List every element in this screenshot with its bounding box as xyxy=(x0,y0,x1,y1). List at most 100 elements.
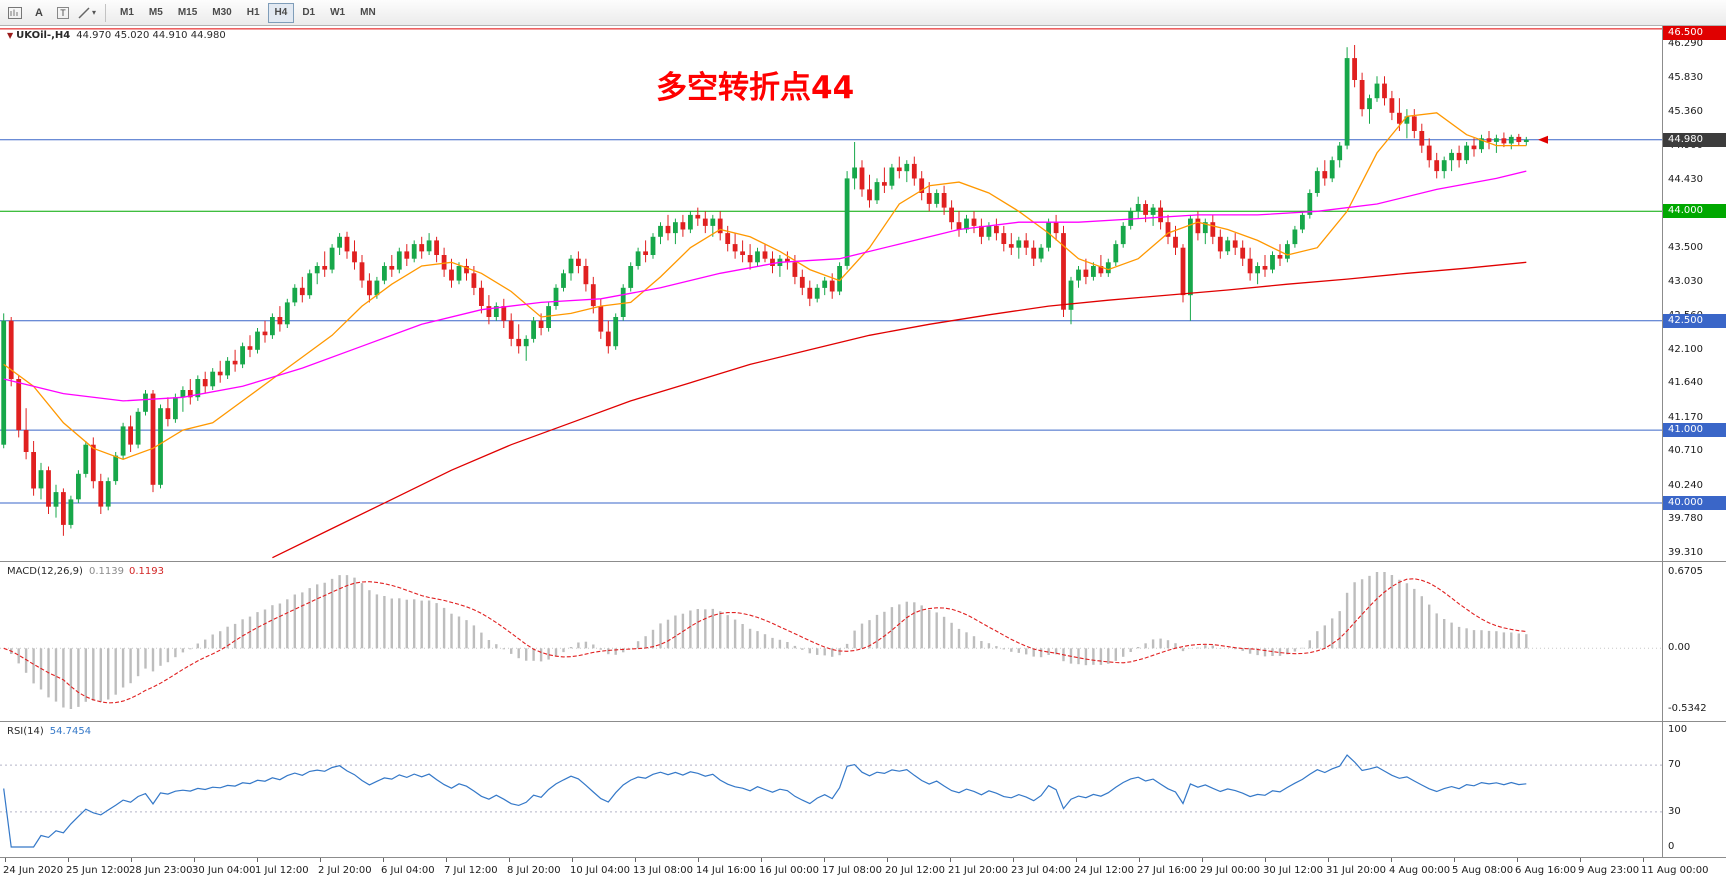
candle xyxy=(1061,225,1066,317)
time-axis-label: 24 Jun 2020 xyxy=(3,865,64,876)
timeframe-h1[interactable]: H1 xyxy=(240,3,267,23)
time-axis[interactable]: 24 Jun 2020 25 Jun 12:00 28 Jun 23:00 30 Ju… xyxy=(0,858,1726,892)
rsi-line xyxy=(3,754,1527,848)
timeframe-m15[interactable]: M15 xyxy=(171,3,204,23)
price-tick: 43.500 xyxy=(1668,242,1703,253)
candle xyxy=(717,211,723,241)
candle xyxy=(867,174,872,208)
time-tick xyxy=(761,858,762,862)
candle xyxy=(747,244,753,270)
candle xyxy=(859,160,865,197)
candle xyxy=(61,488,66,536)
candle xyxy=(725,225,731,252)
time-axis-label: 9 Aug 23:00 xyxy=(1578,865,1640,876)
candle xyxy=(777,255,783,277)
macd-axis-label: -0.5342 xyxy=(1668,703,1707,714)
candle xyxy=(1255,262,1260,285)
candle xyxy=(1008,233,1014,255)
chart-window-icon[interactable] xyxy=(4,3,26,23)
price-tick: 39.780 xyxy=(1668,513,1703,524)
candle xyxy=(284,298,290,328)
candle xyxy=(814,284,820,303)
timeframe-mn[interactable]: MN xyxy=(353,3,383,23)
candle xyxy=(1494,134,1499,153)
macd-main-value: 0.1139 xyxy=(88,566,124,577)
candle xyxy=(23,408,29,460)
candle xyxy=(1374,76,1380,102)
price-label-box: 42.500 xyxy=(1663,314,1726,328)
time-axis-label: 28 Jun 23:00 xyxy=(129,865,193,876)
candle xyxy=(1210,214,1216,245)
ma-fast-orange xyxy=(3,112,1527,460)
main-chart-plot[interactable] xyxy=(0,26,1662,561)
dropdown-caret-icon: ▾ xyxy=(91,8,96,17)
candle xyxy=(546,302,551,332)
candle xyxy=(755,247,760,266)
price-tick: 44.430 xyxy=(1668,174,1703,185)
macd-label: MACD(12,26,9) 0.1139 0.1193 xyxy=(7,566,164,577)
price-axis[interactable]: 46.29045.83045.36044.90044.43043.96043.5… xyxy=(1662,26,1726,561)
candle xyxy=(277,306,283,332)
candle xyxy=(1456,145,1462,168)
candle xyxy=(568,255,574,281)
symbol-title: ▼ UKOil-,H4 44.970 45.020 44.910 44.980 xyxy=(7,30,226,41)
candle xyxy=(113,452,119,485)
candle xyxy=(1113,240,1119,266)
text-label-icon[interactable]: T xyxy=(52,3,74,23)
time-tick xyxy=(572,858,573,862)
timeframe-m30[interactable]: M30 xyxy=(205,3,238,23)
timeframe-m1[interactable]: M1 xyxy=(113,3,141,23)
candle xyxy=(352,240,357,270)
candle xyxy=(1322,160,1328,186)
candle xyxy=(150,390,156,493)
drawing-tools-icon[interactable]: ▾ xyxy=(76,3,98,23)
rsi-panel[interactable]: RSI(14) 54.7454 100 70 30 0 xyxy=(0,722,1726,858)
candle xyxy=(852,142,857,190)
time-axis-label: 6 Aug 16:00 xyxy=(1515,865,1577,876)
candle xyxy=(1292,225,1298,248)
candle xyxy=(217,360,223,383)
candle xyxy=(322,251,328,277)
rsi-axis[interactable]: 100 70 30 0 xyxy=(1662,722,1726,857)
candle xyxy=(404,244,410,266)
candle xyxy=(1389,90,1395,121)
macd-panel[interactable]: MACD(12,26,9) 0.1139 0.1193 0.6705 0.00 -0.5… xyxy=(0,562,1726,722)
chart-window-glyph xyxy=(8,6,22,19)
macd-plot[interactable] xyxy=(0,562,1662,721)
candle xyxy=(165,397,171,427)
annotation-a-glyph: A xyxy=(35,6,43,19)
macd-axis[interactable]: 0.6705 0.00 -0.5342 xyxy=(1662,562,1726,721)
candle xyxy=(1076,266,1081,288)
time-axis-label: 4 Aug 00:00 xyxy=(1389,865,1451,876)
timeframe-w1[interactable]: W1 xyxy=(323,3,352,23)
candle xyxy=(665,214,671,241)
candle xyxy=(531,317,536,343)
time-tick xyxy=(1391,858,1392,862)
price-label-box: 44.980 xyxy=(1663,133,1726,147)
annotation-a-icon[interactable]: A xyxy=(28,3,50,23)
time-tick xyxy=(446,858,447,862)
candle xyxy=(1001,225,1007,252)
candle xyxy=(1068,276,1074,325)
candle xyxy=(1277,244,1283,266)
timeframe-h4[interactable]: H4 xyxy=(267,2,295,23)
candle xyxy=(128,415,133,452)
price-label-box: 40.000 xyxy=(1663,496,1726,510)
candle xyxy=(882,167,887,193)
candle xyxy=(1382,76,1387,106)
rsi-plot[interactable] xyxy=(0,722,1662,857)
candle xyxy=(449,258,454,288)
time-axis-label: 14 Jul 16:00 xyxy=(696,865,756,876)
candle xyxy=(896,156,902,179)
timeframe-d1[interactable]: D1 xyxy=(295,3,322,23)
timeframe-m5[interactable]: M5 xyxy=(142,3,170,23)
candle xyxy=(1105,258,1111,277)
candle xyxy=(561,269,566,292)
candle xyxy=(1016,236,1022,259)
time-axis-label: 2 Jul 20:00 xyxy=(318,865,372,876)
main-chart-panel[interactable]: ▼ UKOil-,H4 44.970 45.020 44.910 44.980 多空… xyxy=(0,26,1726,562)
candle xyxy=(314,262,320,285)
candle xyxy=(1508,134,1514,150)
time-axis-label: 23 Jul 04:00 xyxy=(1011,865,1071,876)
candle xyxy=(1195,211,1201,241)
